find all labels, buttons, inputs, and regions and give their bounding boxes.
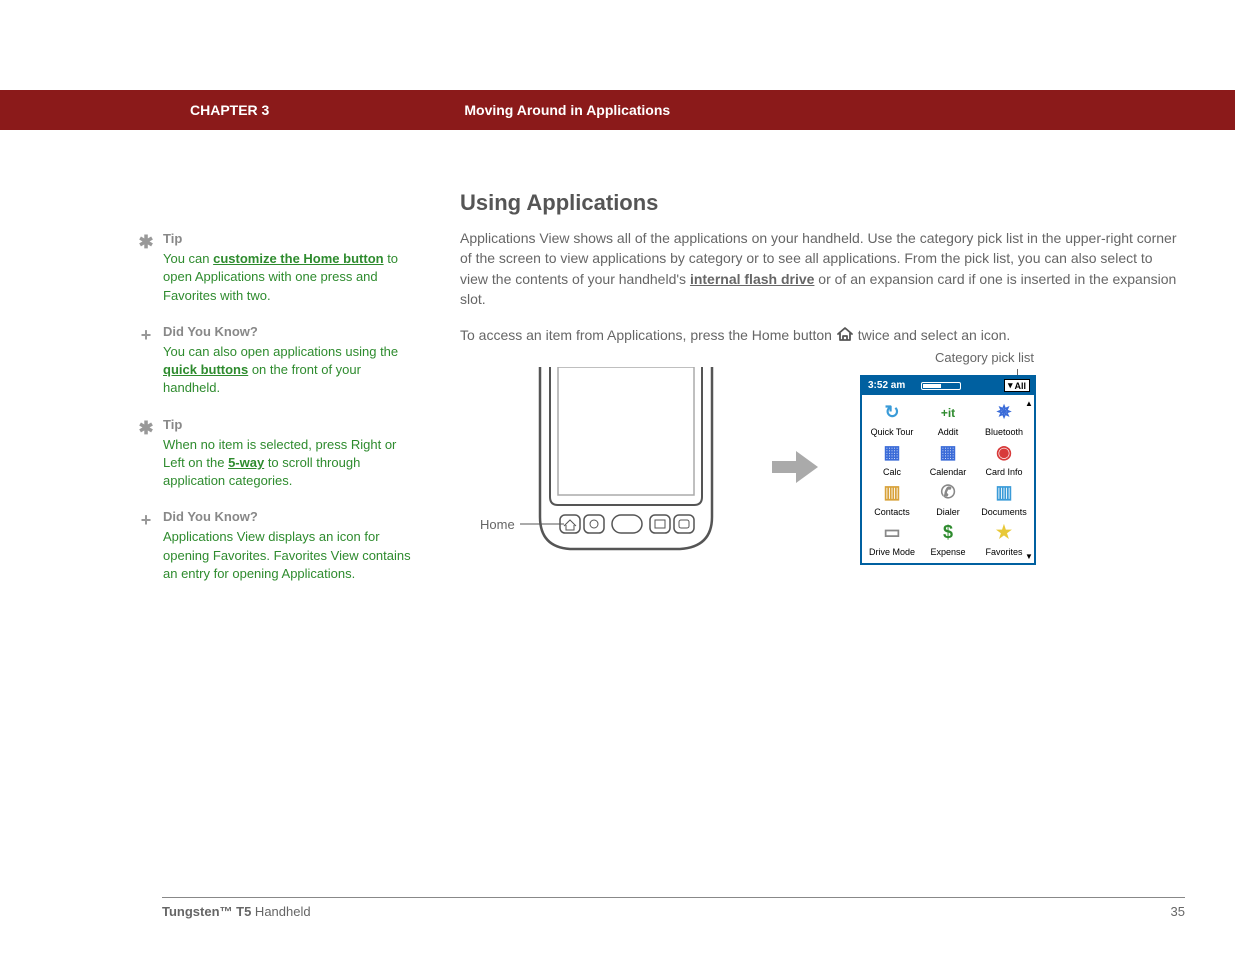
app-label: Calendar xyxy=(930,467,967,477)
intro-paragraph: Applications View shows all of the appli… xyxy=(460,228,1180,309)
figure-row: Home xyxy=(460,367,1180,572)
scrollbar[interactable]: ▲ ▼ xyxy=(1026,399,1032,561)
app-favorites[interactable]: ★ Favorites xyxy=(976,521,1032,557)
app-calc[interactable]: ▦ Calc xyxy=(864,441,920,477)
app-label: Favorites xyxy=(985,547,1022,557)
plus-icon: + xyxy=(135,508,157,583)
app-label: Quick Tour xyxy=(871,427,914,437)
app-drive-mode[interactable]: ▭ Drive Mode xyxy=(864,521,920,557)
battery-icon xyxy=(921,382,961,390)
page-title: Using Applications xyxy=(460,190,1180,216)
tip-body: You can customize the Home button to ope… xyxy=(163,250,415,305)
product-bold: Tungsten™ T5 xyxy=(162,904,251,919)
app-icon: ▥ xyxy=(991,481,1017,505)
app-icon: ▦ xyxy=(935,441,961,465)
category-pick-list-label: Category pick list xyxy=(935,350,1034,365)
product-light: Handheld xyxy=(251,904,310,919)
chevron-down-icon: ▾ xyxy=(1008,380,1013,391)
scroll-down-icon: ▼ xyxy=(1025,552,1033,561)
five-way-link[interactable]: 5-way xyxy=(228,455,264,470)
sidebar-dyk-2: + Did You Know? Applications View displa… xyxy=(135,508,415,583)
app-card-info[interactable]: ◉ Card Info xyxy=(976,441,1032,477)
device-outline-icon xyxy=(490,367,730,567)
app-quick-tour[interactable]: ↻ Quick Tour xyxy=(864,401,920,437)
asterisk-icon: ✱ xyxy=(135,416,157,491)
tips-sidebar: ✱ Tip You can customize the Home button … xyxy=(135,230,415,601)
app-label: Card Info xyxy=(985,467,1022,477)
dyk-heading: Did You Know? xyxy=(163,508,415,526)
internal-flash-drive-link[interactable]: internal flash drive xyxy=(690,271,814,287)
app-icon: $ xyxy=(935,521,961,545)
footer: Tungsten™ T5 Handheld 35 xyxy=(162,897,1185,919)
home-callout-label: Home xyxy=(480,517,515,532)
app-documents[interactable]: ▥ Documents xyxy=(976,481,1032,517)
dyk-body: Applications View displays an icon for o… xyxy=(163,528,415,583)
app-expense[interactable]: $ Expense xyxy=(920,521,976,557)
app-label: Drive Mode xyxy=(869,547,915,557)
app-icon: ▭ xyxy=(879,521,905,545)
app-icon: ✆ xyxy=(935,481,961,505)
apps-panel: 3:52 am ▾ All ↻ Quick Tour +it Addit ✵ Blueto… xyxy=(860,375,1036,565)
apps-grid: ↻ Quick Tour +it Addit ✵ Bluetooth ▦ Calc ▦ Calen… xyxy=(862,395,1034,563)
dyk-text-pre: You can also open applications using the xyxy=(163,344,398,359)
tip-heading: Tip xyxy=(163,230,415,248)
app-icon: ↻ xyxy=(879,401,905,425)
page: CHAPTER 3 Moving Around in Applications … xyxy=(0,0,1235,954)
para2-pre: To access an item from Applications, pre… xyxy=(460,327,836,343)
arrow-right-icon xyxy=(770,447,820,492)
app-label: Calc xyxy=(883,467,901,477)
apps-screen-figure: Category pick list 3:52 am ▾ All ↻Quick … xyxy=(860,375,1036,565)
app-calendar[interactable]: ▦ Calendar xyxy=(920,441,976,477)
device-figure: Home xyxy=(490,367,730,572)
scroll-up-icon: ▲ xyxy=(1025,399,1033,408)
app-label: Contacts xyxy=(874,507,910,517)
app-icon: ▦ xyxy=(879,441,905,465)
category-dropdown[interactable]: ▾ All xyxy=(1004,379,1030,392)
apps-titlebar: 3:52 am ▾ All xyxy=(862,377,1034,395)
sidebar-tip-2: ✱ Tip When no item is selected, press Ri… xyxy=(135,416,415,491)
dropdown-value: All xyxy=(1014,381,1026,391)
dyk-body: You can also open applications using the… xyxy=(163,343,415,398)
app-dialer[interactable]: ✆ Dialer xyxy=(920,481,976,517)
time-display: 3:52 am xyxy=(866,380,907,391)
sidebar-tip-1: ✱ Tip You can customize the Home button … xyxy=(135,230,415,305)
instruction-paragraph: To access an item from Applications, pre… xyxy=(460,325,1180,347)
app-label: Addit xyxy=(938,427,959,437)
app-label: Expense xyxy=(930,547,965,557)
plus-icon: + xyxy=(135,323,157,398)
asterisk-icon: ✱ xyxy=(135,230,157,305)
home-icon xyxy=(836,326,854,347)
quick-buttons-link[interactable]: quick buttons xyxy=(163,362,248,377)
dyk-heading: Did You Know? xyxy=(163,323,415,341)
page-number: 35 xyxy=(1171,904,1185,919)
dyk-text: Applications View displays an icon for o… xyxy=(163,529,411,580)
app-icon: +it xyxy=(935,401,961,425)
app-label: Documents xyxy=(981,507,1027,517)
app-icon: ★ xyxy=(991,521,1017,545)
para2-post: twice and select an icon. xyxy=(858,327,1011,343)
chapter-label: CHAPTER 3 xyxy=(190,102,269,118)
app-icon: ◉ xyxy=(991,441,1017,465)
app-label: Dialer xyxy=(936,507,960,517)
breadcrumb: Moving Around in Applications xyxy=(464,102,670,118)
tip-body: When no item is selected, press Right or… xyxy=(163,436,415,491)
sidebar-dyk-1: + Did You Know? You can also open applic… xyxy=(135,323,415,398)
main-content: Using Applications Applications View sho… xyxy=(460,190,1180,572)
tip-heading: Tip xyxy=(163,416,415,434)
app-icon: ▥ xyxy=(879,481,905,505)
app-label: Bluetooth xyxy=(985,427,1023,437)
customize-home-link[interactable]: customize the Home button xyxy=(213,251,383,266)
app-bluetooth[interactable]: ✵ Bluetooth xyxy=(976,401,1032,437)
tip-text-pre: You can xyxy=(163,251,213,266)
app-icon: ✵ xyxy=(991,401,1017,425)
app-contacts[interactable]: ▥ Contacts xyxy=(864,481,920,517)
app-addit[interactable]: +it Addit xyxy=(920,401,976,437)
product-name: Tungsten™ T5 Handheld xyxy=(162,904,311,919)
chapter-header-bar: CHAPTER 3 Moving Around in Applications xyxy=(0,90,1235,130)
